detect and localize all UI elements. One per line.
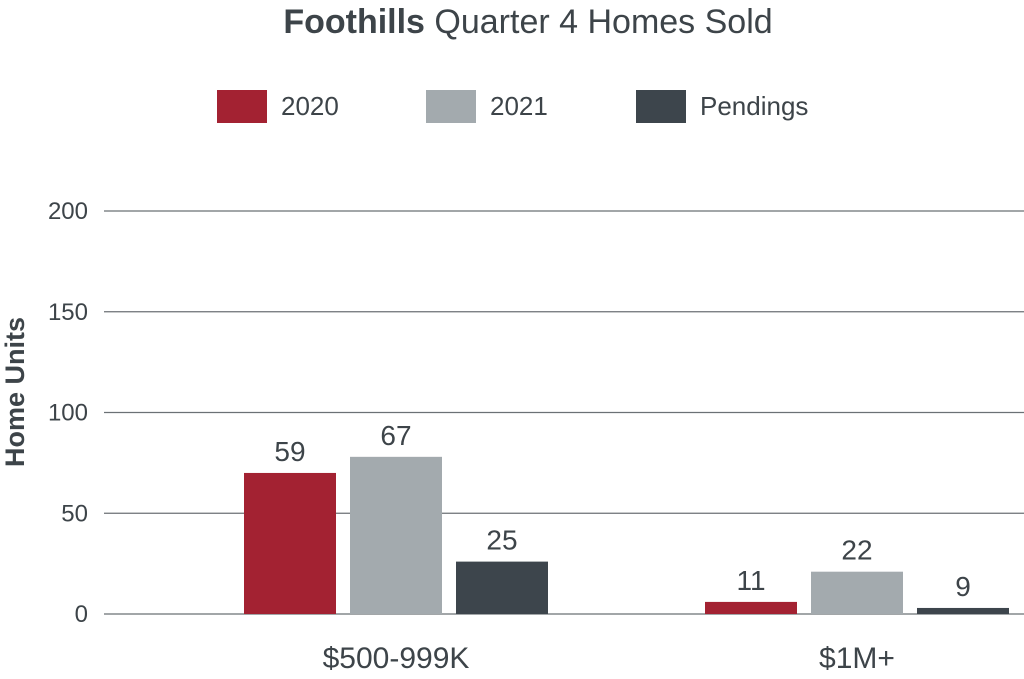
bar-2021-1 <box>811 571 903 614</box>
legend-label-2021: 2021 <box>490 90 548 121</box>
legend-swatch-pendings <box>636 89 686 123</box>
data-label: 9 <box>955 571 971 602</box>
x-category-label: $1M+ <box>819 642 895 675</box>
data-label: 25 <box>486 525 517 556</box>
legend-swatch-2020 <box>217 89 267 123</box>
legend-item-2021: 2021 <box>426 89 548 123</box>
y-tick-label: 200 <box>48 198 88 225</box>
y-tick-label: 0 <box>75 601 88 628</box>
bar-pendings-1 <box>917 607 1009 614</box>
bar-layer <box>244 456 1009 614</box>
bar-pendings-0 <box>456 561 548 614</box>
x-category-label: $500-999K <box>323 642 470 675</box>
chart-title-rest: Quarter 4 Homes Sold <box>434 3 773 41</box>
y-axis-label: Home Units <box>0 317 30 467</box>
legend-swatch-2021 <box>426 89 476 123</box>
bar-2020-1 <box>705 601 797 614</box>
data-label: 59 <box>274 436 305 467</box>
bar-2020-0 <box>244 472 336 614</box>
legend-item-pendings: Pendings <box>636 89 808 123</box>
chart-title: Foothills Quarter 4 Homes Sold <box>0 2 1024 42</box>
y-tick-label: 50 <box>61 500 88 527</box>
bar-2021-0 <box>350 456 442 614</box>
data-label: 22 <box>841 535 872 566</box>
legend-item-2020: 2020 <box>217 89 339 123</box>
legend-label-pendings: Pendings <box>700 90 809 121</box>
data-label: 67 <box>380 420 411 451</box>
legend-label-2020: 2020 <box>281 90 339 121</box>
label-layer: 0 50 100 150 200 59 67 25 $500-999K 11 22 9 $1M+ <box>48 198 971 675</box>
y-tick-label: 150 <box>48 299 88 326</box>
y-tick-label: 100 <box>48 400 88 427</box>
data-label: 11 <box>736 565 765 596</box>
chart-title-bold: Foothills <box>283 3 425 41</box>
grid-layer <box>104 210 1024 615</box>
